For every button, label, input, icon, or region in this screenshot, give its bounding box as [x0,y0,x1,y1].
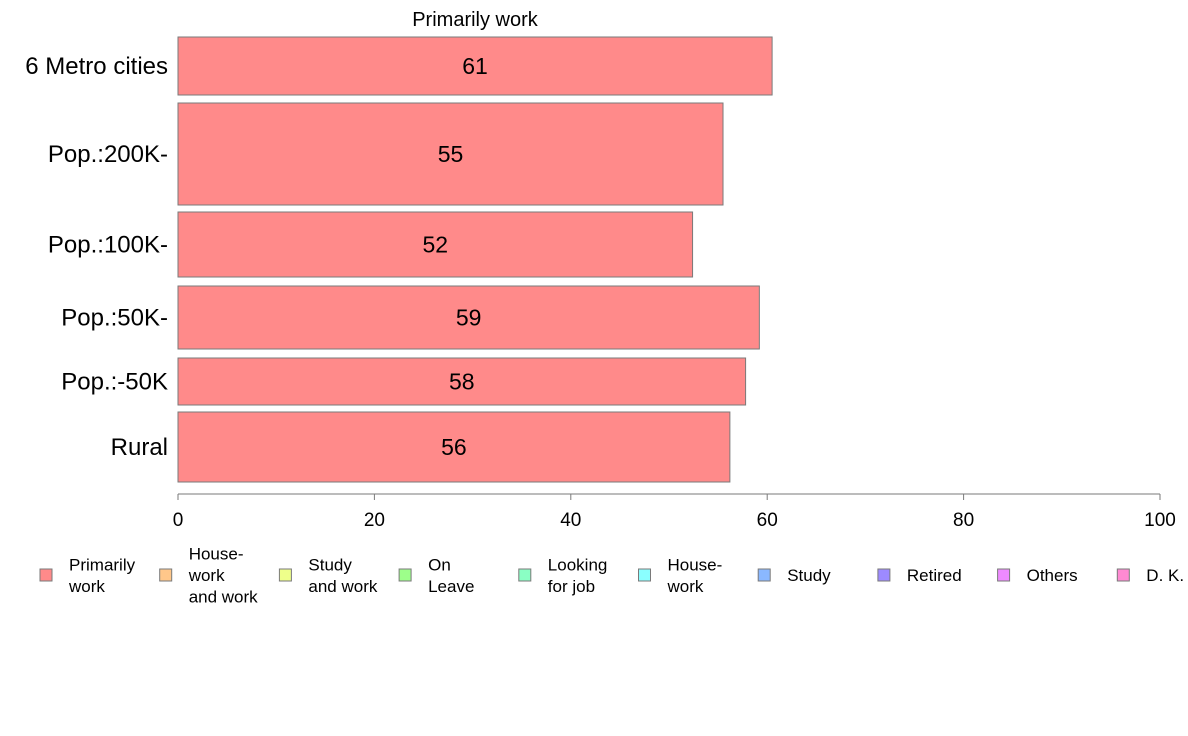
legend-swatch [159,568,173,582]
legend-label: Study and work [308,555,377,596]
bar-value-label: 56 [441,434,467,460]
chart-title: Primarily work [412,9,539,31]
legend-label: Retired [907,566,962,585]
bar-value-label: 55 [438,141,464,167]
category-label: Pop.:-50K [61,369,168,396]
category-label: Pop.:100K- [48,232,168,259]
legend-label: House-work and work [188,545,258,607]
legend-label: D. K. [1146,566,1184,585]
legend-label: Primarily work [68,555,136,596]
legend-swatch [997,568,1011,582]
legend-label: On Leave [428,555,474,596]
x-tick-label: 100 [1144,510,1176,531]
bar-5 [177,411,731,483]
category-label: Rural [111,434,168,461]
bar-value-label: 58 [449,369,475,395]
x-tick-label: 0 [173,510,184,531]
legend-label: Others [1027,566,1078,585]
legend-label: House-work [667,555,723,596]
legend-swatch [1116,568,1130,582]
x-tick-label: 80 [953,510,974,531]
x-tick-label: 40 [560,510,581,531]
x-tick-label: 60 [757,510,778,531]
bars-layer: 61 6 Metro cities 55 Pop.:200K- 52 Pop.:100K-… [25,36,773,483]
category-label: Pop.:200K- [48,141,168,168]
legend-label: Study [787,566,831,585]
x-axis: 0 20 40 60 80 100 [173,493,1176,531]
legend-swatch [518,568,532,582]
legend-swatch [398,568,412,582]
legend-swatch [638,568,651,582]
legend-swatch [278,568,292,582]
bar-0 [177,36,773,96]
legend-swatch [877,568,891,582]
bar-4 [177,357,747,406]
legend-swatch [757,568,771,582]
legend: Primarily work House-work and work Study and … [39,545,1184,607]
bar-1 [177,102,724,206]
bar-3 [177,285,760,350]
category-label: Pop.:50K- [61,305,168,332]
bar-value-label: 61 [462,53,488,79]
legend-swatch [39,568,53,582]
bar-2 [177,211,694,278]
x-tick-label: 20 [364,510,385,531]
bar-value-label: 59 [456,305,482,331]
category-label: 6 Metro cities [25,53,168,80]
legend-label: Looking for job [548,555,608,596]
bar-value-label: 52 [422,232,448,258]
